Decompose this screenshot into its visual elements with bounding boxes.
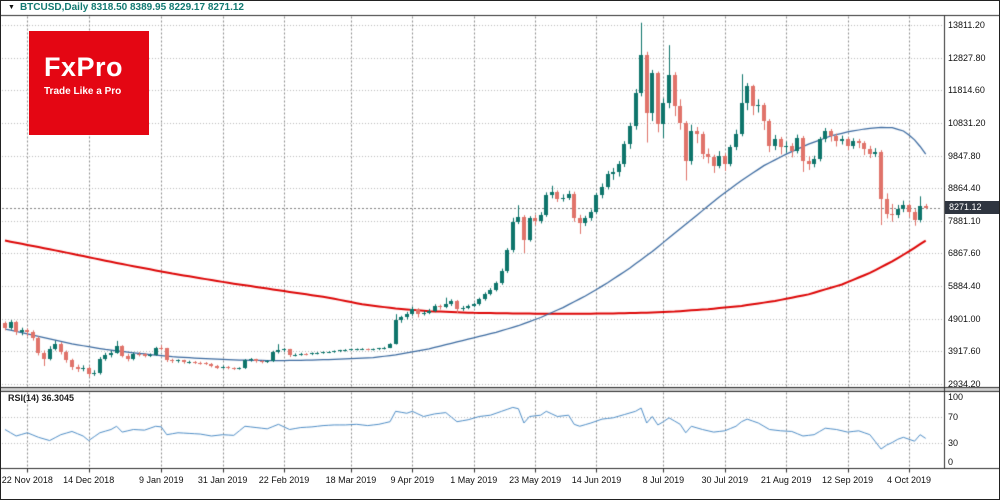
rsi-axis-label: 0: [948, 457, 954, 467]
price-axis-label: 4901.00: [948, 313, 981, 324]
time-axis-label: 9 Apr 2019: [390, 475, 435, 485]
price-axis-label: 6867.60: [948, 248, 981, 259]
price-axis-label: 11814.60: [948, 85, 985, 96]
time-axis-label: 12 Sep 2019: [822, 475, 874, 485]
time-axis-label: 9 Jan 2019: [138, 475, 184, 485]
price-axis-label: 3917.60: [948, 346, 981, 357]
logo-title: FxPro: [44, 52, 124, 82]
time-axis-label: 8 Jul 2019: [642, 475, 685, 485]
time-axis-label: 30 Jul 2019: [701, 475, 749, 485]
time-axis-label: 31 Jan 2019: [197, 475, 248, 485]
symbol-ohlc-text: BTCUSD,Daily 8318.50 8389.95 8229.17 827…: [19, 2, 244, 13]
logo-tagline: Trade Like a Pro: [44, 86, 122, 97]
rsi-axis-label: 70: [948, 411, 959, 422]
current-price-badge: 8271.12: [945, 201, 999, 214]
time-axis-label: 4 Oct 2019: [886, 475, 931, 485]
rsi-indicator-label: RSI(14) 36.3045: [8, 393, 75, 403]
time-axis-label: 18 Mar 2019: [325, 475, 377, 485]
time-axis-label: 14 Jun 2019: [571, 475, 622, 485]
time-axis-label: 21 Aug 2019: [760, 475, 812, 485]
price-scale[interactable]: 13811.20 12827.80 11814.60 10831.20 9847.80 8…: [945, 1, 999, 468]
rsi-axis-label: 100: [948, 392, 964, 402]
time-axis-label: 22 Feb 2019: [258, 475, 310, 485]
time-scale[interactable]: 22 Nov 2018 14 Dec 2018 9 Jan 2019 31 Jan 2…: [1, 468, 944, 499]
time-axis-label: 23 May 2019: [509, 475, 562, 485]
rsi-axis-label: 30: [948, 437, 959, 448]
time-axis-label: 22 Nov 2018: [1, 475, 53, 485]
price-axis-label: 13811.20: [948, 20, 985, 30]
price-axis-label: 12827.80: [948, 52, 986, 63]
quote-bar: ▼ BTCUSD,Daily 8318.50 8389.95 8229.17 82…: [8, 2, 244, 13]
price-axis-label: 2934.20: [948, 379, 981, 389]
price-axis-label: 8864.40: [948, 183, 981, 194]
price-axis-label: 7881.10: [948, 215, 981, 226]
time-axis-label: 1 May 2019: [450, 475, 498, 485]
time-axis-label: 14 Dec 2018: [63, 475, 115, 485]
price-axis-label: 9847.80: [948, 150, 981, 161]
price-axis-label: 5884.40: [948, 281, 981, 292]
price-axis-label: 10831.20: [948, 117, 986, 128]
chevron-down-icon[interactable]: ▼: [8, 4, 15, 11]
fxpro-logo: FxPro Trade Like a Pro: [29, 31, 149, 135]
